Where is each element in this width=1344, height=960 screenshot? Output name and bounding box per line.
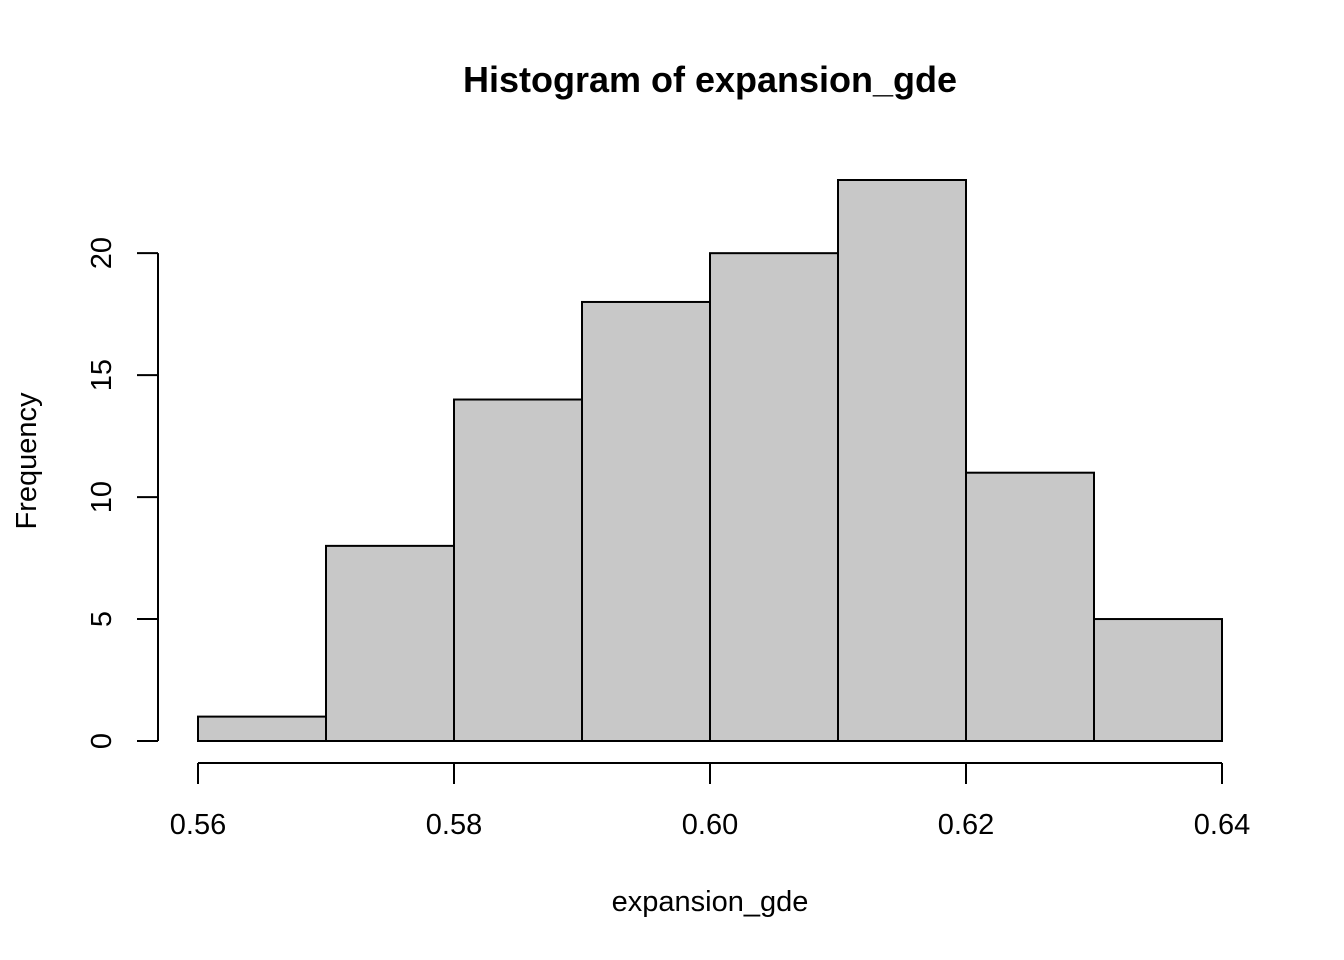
x-tick-label: 0.64 [1194, 809, 1250, 841]
histogram-bars [197, 179, 1223, 743]
x-axis-label: expansion_gde [612, 886, 809, 918]
y-tick-label: 10 [86, 481, 118, 513]
histogram-bar-8 [1093, 618, 1223, 742]
histogram-bar-1 [197, 715, 327, 743]
histogram-bar-3 [453, 398, 583, 742]
chart-title: Histogram of expansion_gde [463, 59, 957, 100]
y-tick-label: 0 [86, 733, 118, 749]
x-tick-label: 0.60 [682, 809, 738, 841]
x-tick-label: 0.56 [170, 809, 226, 841]
histogram-bar-6 [837, 179, 967, 742]
y-tick-label: 15 [86, 359, 118, 391]
x-axis: 0.56 0.58 0.60 0.62 0.64 [170, 762, 1250, 841]
x-tick-label: 0.58 [426, 809, 482, 841]
y-tick-label: 5 [86, 611, 118, 627]
histogram-bar-4 [581, 300, 711, 742]
histogram-bar-7 [965, 471, 1095, 742]
histogram-bar-5 [709, 252, 839, 742]
y-tick-label: 20 [86, 237, 118, 269]
histogram-bar-2 [325, 544, 455, 742]
x-tick-label: 0.62 [938, 809, 994, 841]
y-axis: 0 5 10 15 20 [86, 237, 159, 749]
y-axis-label: Frequency [11, 392, 43, 530]
